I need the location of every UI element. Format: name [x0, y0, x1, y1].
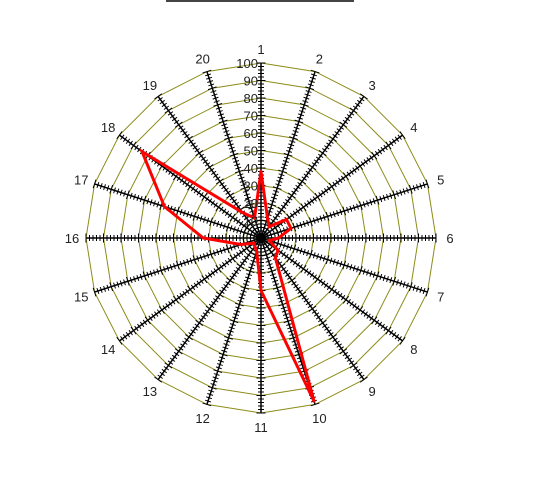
category-label-1: 1 — [257, 42, 264, 57]
category-label-10: 10 — [312, 411, 326, 426]
data-point-7 — [267, 239, 271, 243]
category-label-3: 3 — [368, 78, 375, 93]
tick-label-40: 40 — [244, 161, 258, 176]
data-point-6 — [277, 236, 280, 240]
tick-label-100: 100 — [236, 56, 258, 71]
category-label-17: 17 — [74, 173, 88, 188]
data-point-20 — [253, 216, 257, 220]
data-point-19 — [240, 211, 244, 215]
category-label-9: 9 — [368, 384, 375, 399]
data-point-5 — [289, 226, 293, 230]
data-point-12 — [255, 249, 259, 253]
category-label-19: 19 — [143, 78, 157, 93]
category-label-13: 13 — [143, 384, 157, 399]
data-point-10 — [312, 399, 316, 403]
center-point — [256, 233, 266, 243]
tick-label-10: 10 — [244, 214, 258, 229]
data-point-11 — [259, 289, 263, 292]
category-label-11: 11 — [254, 420, 268, 435]
chart-title-bar — [166, 0, 354, 2]
tick-label-70: 70 — [244, 109, 258, 124]
category-label-4: 4 — [410, 120, 417, 135]
data-point-4 — [284, 217, 288, 221]
data-point-1 — [259, 170, 263, 173]
tick-label-30: 30 — [244, 179, 258, 194]
category-label-20: 20 — [195, 51, 209, 66]
data-point-18 — [140, 150, 144, 154]
series-layer — [138, 147, 316, 403]
tick-label-90: 90 — [244, 74, 258, 89]
category-label-5: 5 — [437, 173, 444, 188]
data-point-16 — [201, 236, 205, 240]
radial-tick-labels: 10 20 30 40 50 60 70 80 90 100 — [236, 56, 258, 229]
tick-label-80: 80 — [244, 91, 258, 106]
category-label-8: 8 — [410, 342, 417, 357]
data-point-3 — [267, 225, 271, 229]
category-label-12: 12 — [195, 411, 209, 426]
data-point-9 — [273, 256, 277, 260]
category-label-15: 15 — [74, 289, 88, 304]
category-label-2: 2 — [316, 51, 323, 66]
data-point-17 — [162, 205, 166, 209]
data-point-15 — [239, 242, 243, 246]
data-point-2 — [265, 216, 269, 220]
data-point-8 — [276, 248, 280, 252]
category-label-14: 14 — [101, 342, 115, 357]
data-point-13 — [253, 244, 257, 248]
data-point-14 — [252, 241, 256, 245]
tick-label-50: 50 — [244, 144, 258, 159]
tick-label-60: 60 — [244, 126, 258, 141]
category-label-16: 16 — [65, 231, 79, 246]
tick-label-20: 20 — [244, 196, 258, 211]
category-label-6: 6 — [446, 231, 453, 246]
category-label-18: 18 — [101, 120, 115, 135]
category-label-7: 7 — [437, 289, 444, 304]
